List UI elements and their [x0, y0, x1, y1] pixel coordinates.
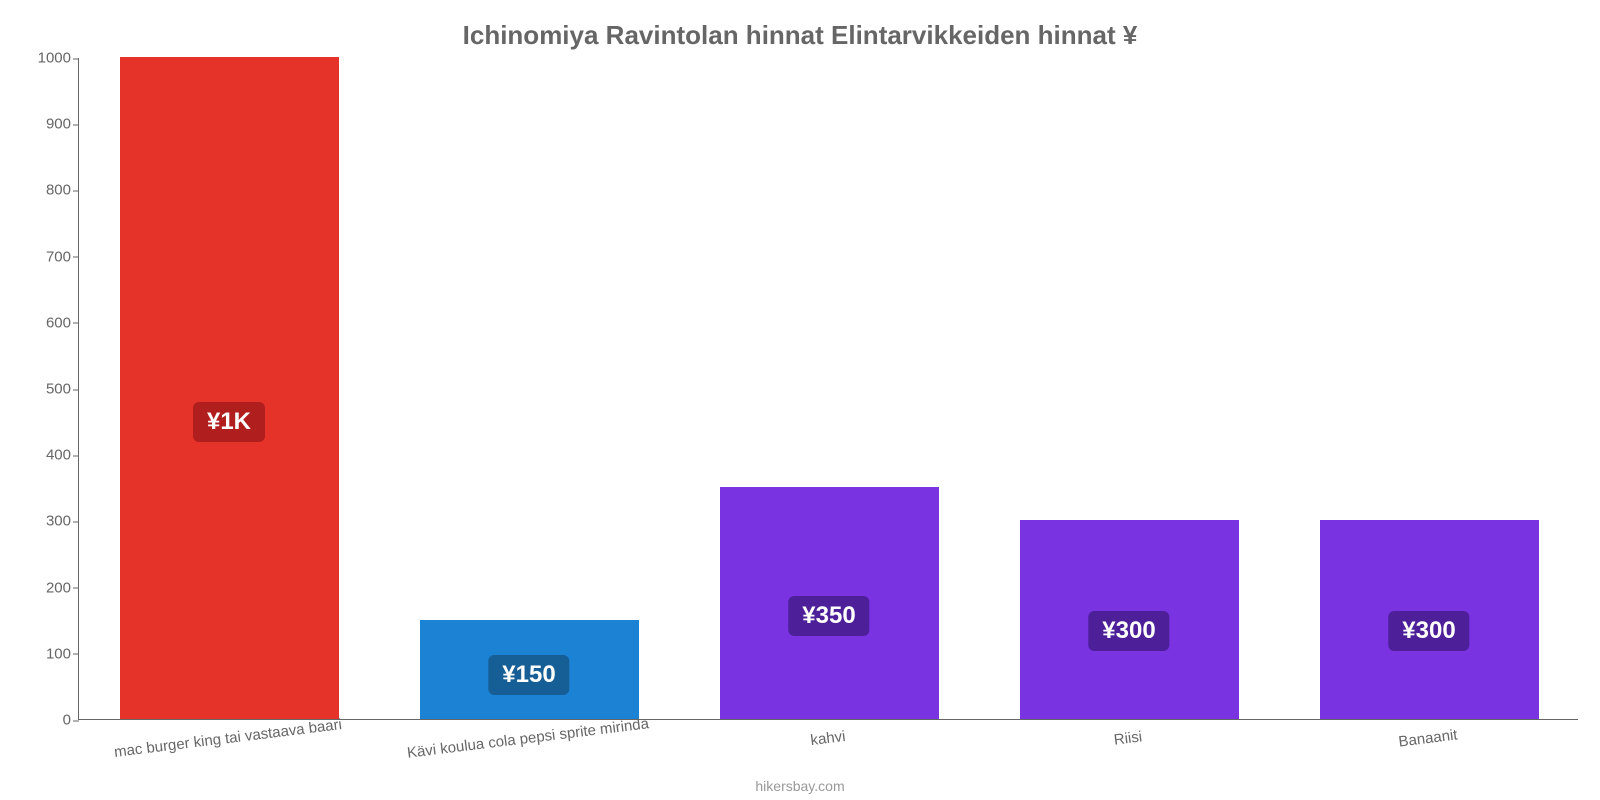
y-tick: 600: [21, 314, 71, 331]
value-label: ¥150: [488, 655, 569, 695]
y-tick: 700: [21, 248, 71, 265]
y-tick: 300: [21, 513, 71, 530]
bars-layer: ¥1K ¥150 ¥350 ¥300 ¥300: [79, 58, 1578, 719]
y-tick: 0: [21, 712, 71, 729]
plot-area: 01002003004005006007008009001000 ¥1K¥150…: [78, 58, 1578, 720]
bar-chart: Ichinomiya Ravintolan hinnat Elintarvikk…: [0, 0, 1600, 800]
y-tick: 1000: [21, 50, 71, 67]
x-tick-label: Kävi koulua cola pepsi sprite mirinda: [406, 715, 650, 762]
x-axis-labels: mac burger king tai vastaava baariKävi k…: [78, 724, 1578, 764]
bar: [120, 57, 339, 719]
y-tick: 800: [21, 182, 71, 199]
x-tick-label: Banaanit: [1398, 726, 1459, 750]
value-label: ¥300: [1388, 611, 1469, 651]
attribution-text: hikersbay.com: [0, 778, 1600, 794]
x-tick-label: kahvi: [810, 728, 847, 749]
chart-title: Ichinomiya Ravintolan hinnat Elintarvikk…: [0, 20, 1600, 51]
y-tick: 500: [21, 381, 71, 398]
value-label: ¥1K: [193, 402, 265, 442]
value-label: ¥350: [788, 596, 869, 636]
x-tick-label: Riisi: [1113, 728, 1143, 748]
y-tick: 400: [21, 447, 71, 464]
y-tick: 200: [21, 579, 71, 596]
y-tick: 100: [21, 645, 71, 662]
y-tick: 900: [21, 116, 71, 133]
value-label: ¥300: [1088, 611, 1169, 651]
x-tick-label: mac burger king tai vastaava baari: [113, 716, 343, 761]
